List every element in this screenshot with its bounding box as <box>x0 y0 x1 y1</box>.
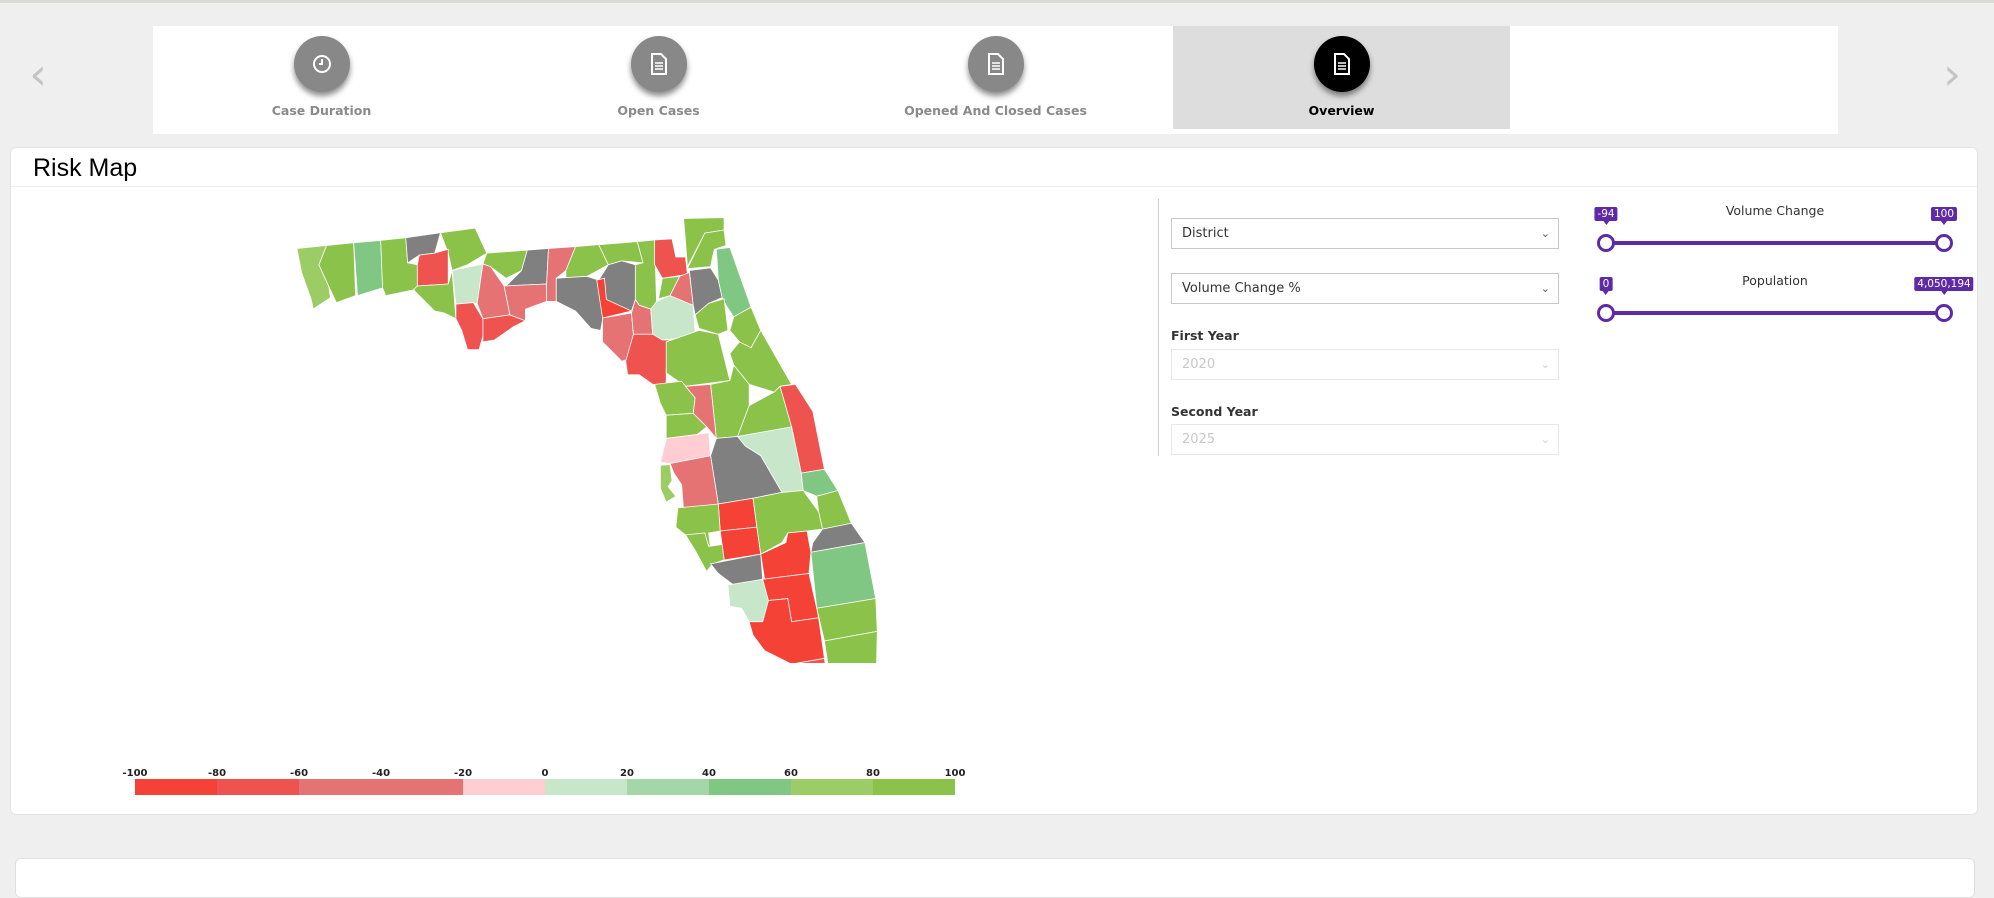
map-region[interactable] <box>412 270 457 320</box>
chevron-down-icon: ⌄ <box>1540 227 1550 240</box>
population-label: Population <box>1742 273 1808 288</box>
legend-tick: 80 <box>866 768 880 779</box>
map-region[interactable] <box>823 630 878 663</box>
map-region[interactable] <box>598 241 644 266</box>
legend-bin <box>135 779 217 795</box>
first-year-select[interactable]: 2020 ⌄ <box>1171 349 1559 380</box>
map-region[interactable] <box>748 598 825 663</box>
group-by-select[interactable]: District ⌄ <box>1171 218 1559 249</box>
slider-max-handle[interactable]: 4,050,194 <box>1914 277 1974 322</box>
legend-tick: -100 <box>122 768 148 779</box>
map-region[interactable] <box>596 277 633 319</box>
legend-tick: 60 <box>784 768 798 779</box>
legend-bin <box>299 779 463 795</box>
map-region[interactable] <box>665 329 731 387</box>
map-region[interactable] <box>503 283 547 322</box>
select-value: District <box>1182 226 1229 241</box>
map-region[interactable] <box>717 497 758 532</box>
select-value: Volume Change % <box>1182 281 1301 296</box>
map-region[interactable] <box>684 532 725 573</box>
legend-bin <box>545 779 627 795</box>
select-value: 2025 <box>1182 432 1216 447</box>
prev-arrow-button[interactable]: ‹ <box>29 49 47 100</box>
map-region[interactable] <box>625 333 675 387</box>
divider <box>1158 199 1159 456</box>
legend-tick: 0 <box>541 768 549 779</box>
legend-tick: -40 <box>371 768 391 779</box>
volume-change-label: Volume Change <box>1725 203 1825 218</box>
first-year-label: First Year <box>1171 328 1239 343</box>
map-region[interactable] <box>669 455 719 511</box>
chevron-down-icon: ⌄ <box>1540 358 1550 371</box>
map-region[interactable] <box>665 412 708 439</box>
legend-tick: 40 <box>702 768 716 779</box>
legend-tick: -80 <box>207 768 227 779</box>
map-region[interactable] <box>792 657 833 663</box>
legend-tick: -60 <box>289 768 309 779</box>
legend-tick: 100 <box>944 768 966 779</box>
divider <box>11 186 1977 187</box>
legend-bin <box>463 779 545 795</box>
legend-bin <box>791 779 873 795</box>
map-region[interactable] <box>482 314 527 343</box>
slider-min-value: -94 <box>1594 207 1618 225</box>
chevron-down-icon: ⌄ <box>1540 282 1550 295</box>
map-region[interactable] <box>660 464 677 503</box>
risk-map-card: Risk Map District ⌄ Volume Change % ⌄ Firs… <box>10 147 1978 815</box>
map-region[interactable] <box>455 302 484 351</box>
map-region[interactable] <box>727 578 769 623</box>
tab-label: Open Cases <box>617 103 700 118</box>
next-arrow-button[interactable]: › <box>1943 49 1961 100</box>
tab-label: Case Duration <box>271 103 372 118</box>
florida-risk-map[interactable] <box>290 203 890 663</box>
tab-label: Overview <box>1308 103 1375 118</box>
map-region[interactable] <box>555 275 607 331</box>
map-region[interactable] <box>816 490 852 530</box>
report-tabs-nav: Case Duration Open Cases Opened And Clos… <box>153 26 1838 134</box>
legend-tick: -20 <box>453 768 473 779</box>
legend-tick: 20 <box>620 768 634 779</box>
map-region[interactable] <box>688 267 723 316</box>
legend-bin <box>873 779 955 795</box>
map-region[interactable] <box>694 298 729 335</box>
document-icon <box>630 36 687 92</box>
tab-label: Opened And Closed Cases <box>904 103 1087 118</box>
metric-select[interactable]: Volume Change % ⌄ <box>1171 273 1559 304</box>
tab-opened-and-closed-cases[interactable]: Opened And Closed Cases <box>827 26 1164 129</box>
map-region[interactable] <box>353 240 384 297</box>
slider-max-handle[interactable]: 100 <box>1930 207 1958 252</box>
slider-min-handle[interactable]: -94 <box>1594 207 1618 252</box>
map-region[interactable] <box>810 542 877 609</box>
card-title: Risk Map <box>33 154 138 182</box>
tab-open-cases[interactable]: Open Cases <box>490 26 827 129</box>
next-card <box>15 858 1975 898</box>
legend-bin <box>627 779 709 795</box>
tab-overview[interactable]: Overview <box>1173 26 1510 129</box>
clock-icon <box>293 36 350 92</box>
slider-max-value: 4,050,194 <box>1914 277 1974 295</box>
document-icon <box>967 36 1024 92</box>
legend-bin <box>709 779 791 795</box>
slider-max-value: 100 <box>1930 207 1958 225</box>
color-legend: -100 -80 -60 -40 -20 0 20 40 60 80 100 <box>122 768 965 808</box>
map-region[interactable] <box>686 229 727 270</box>
map-region[interactable] <box>654 238 688 279</box>
chevron-down-icon: ⌄ <box>1540 433 1550 446</box>
tab-case-duration[interactable]: Case Duration <box>153 26 490 129</box>
volume-change-slider[interactable]: -94 100 <box>1594 207 1958 252</box>
select-value: 2020 <box>1182 357 1216 372</box>
slider-min-handle[interactable]: 0 <box>1597 277 1615 322</box>
document-icon <box>1313 36 1370 92</box>
legend-bin <box>217 779 299 795</box>
map-region[interactable] <box>715 246 752 318</box>
second-year-select[interactable]: 2025 ⌄ <box>1171 424 1559 455</box>
population-slider[interactable]: 0 4,050,194 <box>1597 277 1974 322</box>
second-year-label: Second Year <box>1171 404 1258 419</box>
map-region[interactable] <box>416 248 449 287</box>
slider-min-value: 0 <box>1599 277 1613 295</box>
